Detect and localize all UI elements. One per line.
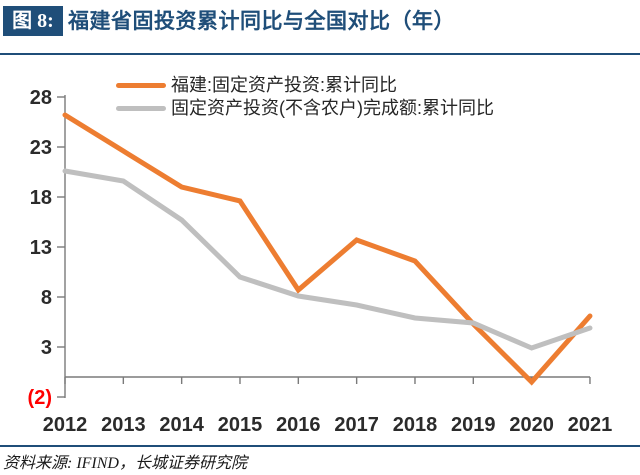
x-axis-year-label: 2017 <box>334 414 379 436</box>
legend-label-national: 固定资产投资(不含农户)完成额:累计同比 <box>171 98 494 118</box>
x-axis-year-label: 2014 <box>159 414 204 436</box>
x-axis-year-label: 2013 <box>101 414 146 436</box>
data-source-note: 资料来源: IFIND，长城证券研究院 <box>3 455 247 472</box>
legend-label-fujian: 福建:固定资产投资:累计同比 <box>171 75 398 95</box>
y-axis-label: 18 <box>30 187 52 209</box>
x-axis-year-label: 2016 <box>276 414 321 436</box>
x-axis-year-label: 2012 <box>43 414 88 436</box>
title-divider-line <box>0 53 640 55</box>
x-axis-year-label: 2018 <box>393 414 438 436</box>
legend-item-national: 固定资产投资(不含农户)完成额:累计同比 <box>116 97 494 120</box>
national-series-line <box>62 168 593 351</box>
y-axis-label: 3 <box>41 337 52 359</box>
x-axis-year-label: 2019 <box>451 414 496 436</box>
y-axis-label: (2) <box>28 387 52 409</box>
figure-title: 福建省固投资累计同比与全国对比（年） <box>68 9 455 33</box>
x-axis-year-label: 2021 <box>568 414 613 436</box>
x-axis-year-label: 2020 <box>509 414 554 436</box>
fujian-line-swatch <box>116 83 166 88</box>
y-axis-label: 23 <box>30 137 52 159</box>
national-line-swatch <box>116 106 166 111</box>
chart-legend: 福建:固定资产投资:累计同比 固定资产投资(不含农户)完成额:累计同比 <box>116 74 494 120</box>
y-axis-label: 13 <box>30 237 52 259</box>
x-axis-year-label: 2015 <box>218 414 263 436</box>
y-axis-label: 28 <box>30 87 52 109</box>
figure-number-badge: 图 8: <box>3 6 63 36</box>
y-axis-label: 8 <box>41 287 52 309</box>
legend-item-fujian: 福建:固定资产投资:累计同比 <box>116 74 494 97</box>
footer-divider-line <box>0 445 640 447</box>
fujian-series-line <box>62 112 593 386</box>
